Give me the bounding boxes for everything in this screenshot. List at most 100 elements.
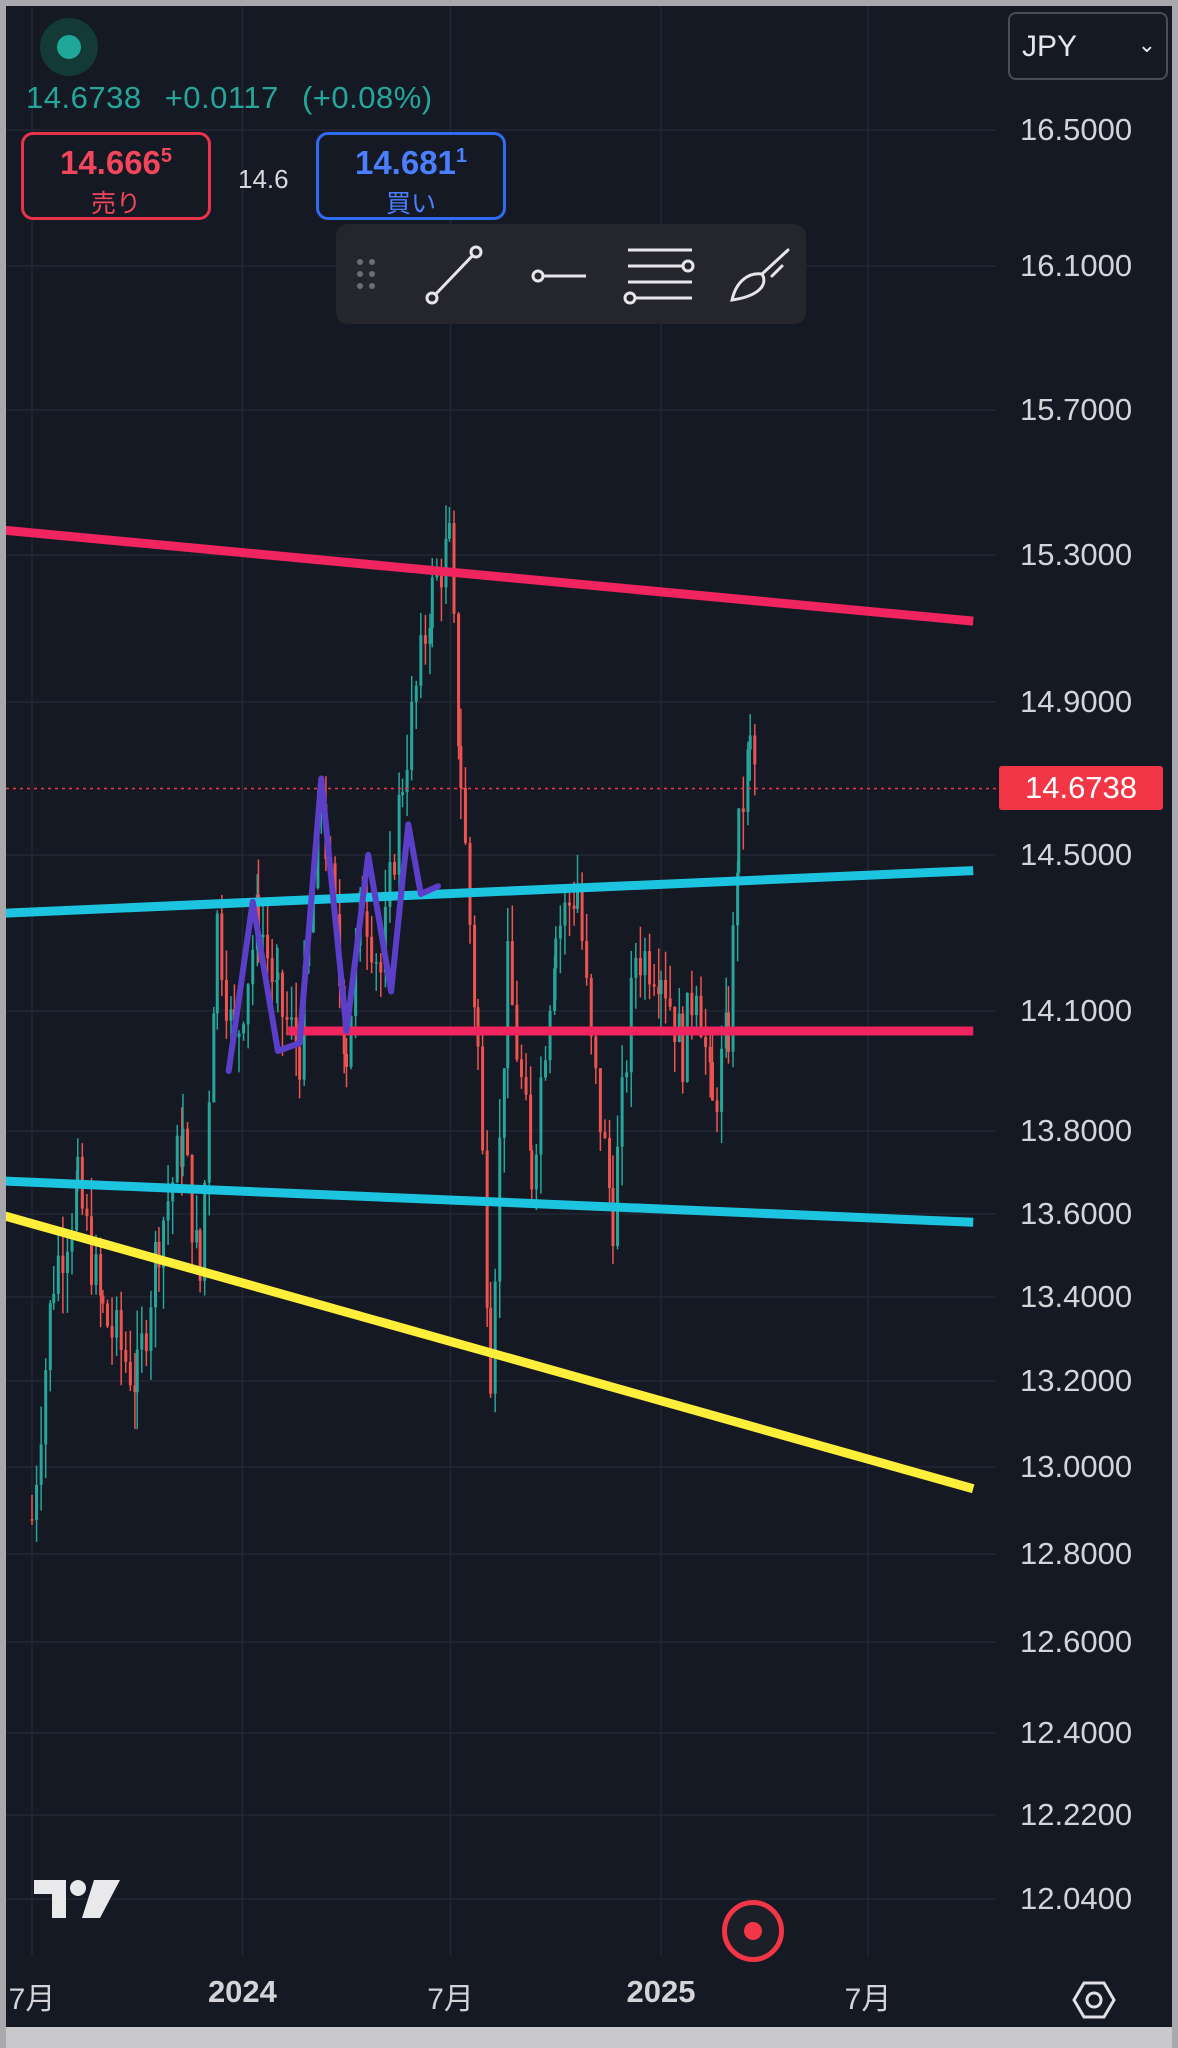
candle-body [563,902,567,926]
candle-body [748,735,752,750]
candle-body [85,1208,89,1217]
y-tick-label: 12.2200 [1020,1797,1133,1832]
candle-body [203,1182,207,1281]
candle-body [704,1037,708,1047]
currency-select[interactable]: JPY ⌄ [1008,12,1168,80]
candle-body [543,1060,547,1078]
candle-body [444,538,448,588]
y-tick-label: 13.8000 [1020,1113,1133,1148]
horizontal-ray-icon[interactable] [531,269,586,283]
candle-body [195,1230,199,1243]
drawn-lines[interactable] [6,525,975,1494]
lower-trend-line[interactable] [6,1211,975,1494]
lower-channel-line[interactable] [6,1176,974,1227]
candle-body [89,1216,93,1285]
candle-body [598,1068,602,1133]
candle-body [568,902,572,906]
candle-body [731,925,735,1052]
candle-body [198,1230,202,1281]
candle-body [534,1154,538,1190]
x-tick-label: 2024 [207,1974,277,2009]
buy-button[interactable]: 14.6811 買い [316,132,506,220]
candle-body [76,1156,80,1182]
candle-body [457,613,461,746]
candle-body [519,1059,523,1077]
candle-body [572,905,576,909]
candle-body [246,984,250,1025]
candle-body [242,1024,246,1034]
candles [30,505,757,1542]
candle-body [124,1349,128,1362]
y-tick-label: 16.1000 [1020,248,1133,283]
trend-line-icon[interactable] [425,245,483,305]
candle-body [162,1220,166,1268]
candle-body [229,1009,233,1021]
candle-body [668,998,672,1007]
candle-body [298,1047,302,1080]
y-tick-label: 14.1000 [1020,993,1133,1028]
candle-body [65,1251,69,1273]
candle-body [175,1135,179,1183]
candle-body [736,872,740,926]
y-tick-label: 12.6000 [1020,1624,1133,1659]
candle-body [715,1100,719,1112]
price-change: +0.0117 [164,80,279,115]
candle-body [681,1013,685,1082]
candle-body [720,1048,724,1112]
candle-body [737,808,741,873]
tradingview-logo-icon[interactable] [32,1876,122,1922]
brush-icon[interactable] [730,248,790,302]
candle-body [256,894,260,938]
y-tick-label: 13.2000 [1020,1363,1133,1398]
grip-icon[interactable] [357,259,375,289]
candle-body [401,792,405,795]
candle-body [576,888,580,909]
candle-body [657,986,661,995]
upper-resistance-line[interactable] [6,525,974,626]
candle-body [149,1307,153,1352]
candle-body [638,957,642,976]
x-tick-label: 7月 [844,1983,892,2016]
candle-body [397,794,401,875]
candle-body [140,1333,144,1350]
candle-body [275,979,279,983]
price-chart[interactable] [6,6,1172,2027]
candle-body [685,992,689,1082]
candle-body [105,1303,109,1327]
candle-body [589,977,593,1037]
y-tick-label: 12.4000 [1020,1715,1133,1750]
sell-button[interactable]: 14.6665 売り [21,132,211,220]
footer-strip [6,2027,1172,2048]
candle-body [439,572,443,588]
candle-body [710,1062,714,1101]
candle-body [699,995,703,1038]
candle-body [410,701,414,770]
candle-body [251,949,255,985]
upper-channel-line[interactable] [6,866,974,918]
candle-body [261,934,265,938]
candle-body [119,1310,123,1350]
settings-icon[interactable] [1072,1978,1116,2022]
candle-body [266,934,270,959]
fib-levels-icon[interactable] [623,248,695,305]
freehand-stroke[interactable] [225,775,441,1074]
candle-body [652,984,656,987]
y-tick-label: 13.4000 [1020,1279,1133,1314]
candle-body [224,980,228,1021]
candle-body [594,1036,598,1069]
candle-body [659,979,663,995]
candle-body [616,1146,620,1247]
candle-body [166,1201,170,1221]
candle-body [553,968,557,1011]
candle-body [70,1230,74,1252]
freehand-drawing[interactable] [225,775,441,1074]
candle-body [539,1077,543,1155]
candle-body [30,1519,34,1521]
candle-body [708,1046,712,1063]
candle-body [603,1132,607,1138]
candle-body [215,913,219,1014]
candle-body [393,862,397,875]
candle-body [115,1310,119,1338]
record-button[interactable] [722,1900,784,1962]
candle-body [428,628,432,644]
